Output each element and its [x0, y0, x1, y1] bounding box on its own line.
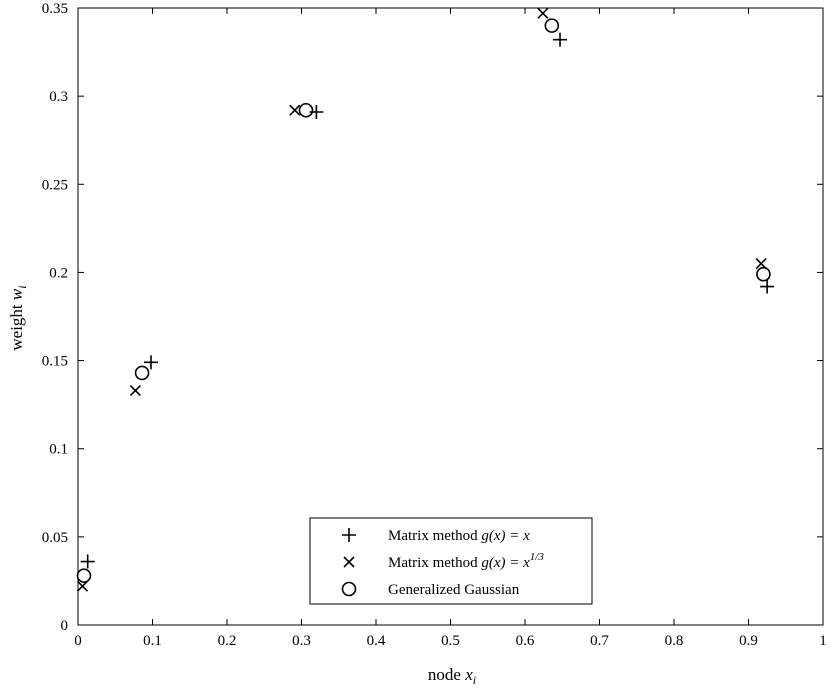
- x-axis-label-sub: i: [473, 673, 476, 687]
- legend-label: Generalized Gaussian: [388, 582, 520, 598]
- y-tick-label: 0: [61, 618, 69, 634]
- x-axis-label-text: node: [428, 665, 461, 684]
- y-tick-label: 0.1: [49, 442, 68, 458]
- x-tick-label: 0.5: [441, 633, 460, 649]
- y-axis-label: weight wi: [7, 285, 29, 350]
- ticks: 0 0.1 0.2 0.3 0.4 0.5 0.6 0.7 0.8 0.9 1 0 0.05 0.1 0.1…: [42, 1, 827, 649]
- x-tick-label: 0.6: [516, 633, 535, 649]
- legend-label-function: g(x) = x: [481, 528, 530, 544]
- y-tick-label: 0.2: [49, 265, 68, 281]
- x-marker: [129, 384, 141, 397]
- circle-marker: [756, 266, 771, 282]
- circle-marker: [134, 365, 150, 381]
- legend-box: [309, 517, 593, 605]
- x-axis-label: node xi: [428, 665, 476, 687]
- y-tick-label: 0.15: [42, 354, 68, 370]
- y-tick-label: 0.25: [42, 177, 68, 193]
- x-tick-label: 1: [819, 633, 827, 649]
- plus-marker: [144, 355, 159, 370]
- x-tick-label: 0.3: [292, 633, 311, 649]
- x-axis-label-var: x: [464, 665, 473, 684]
- y-axis-label-text: weight: [7, 304, 26, 351]
- legend-x-marker: [343, 556, 355, 568]
- x-tick-label: 0.4: [367, 633, 386, 649]
- legend-label-prefix: Generalized Gaussian: [388, 582, 520, 598]
- x-tick-label: 0.8: [665, 633, 684, 649]
- legend-circle-marker: [341, 581, 357, 597]
- x-marker: [76, 580, 89, 592]
- x-tick-label: 0: [74, 633, 82, 649]
- legend-label: Matrix method g(x) = x1/3: [388, 551, 544, 571]
- legend-label: Matrix method g(x) = x: [388, 528, 530, 544]
- y-tick-label: 0.35: [42, 1, 68, 17]
- circle-marker: [76, 568, 92, 583]
- x-marker: [755, 258, 767, 270]
- y-axis-label-sub: i: [15, 285, 29, 288]
- legend-label-superscript: 1/3: [530, 551, 545, 563]
- legend-label-prefix: Matrix method: [388, 528, 481, 544]
- x-tick-label: 0.2: [218, 633, 237, 649]
- legend-label-prefix: Matrix method: [388, 555, 481, 571]
- x-tick-label: 0.9: [739, 633, 758, 649]
- plus-marker: [553, 32, 568, 47]
- y-axis-label-var: w: [7, 288, 26, 300]
- legend-plus-marker: [342, 528, 356, 542]
- x-marker: [289, 104, 301, 116]
- legend-label-function: g(x) = x: [481, 555, 530, 571]
- x-marker: [537, 7, 549, 19]
- x-tick-label: 0.7: [590, 633, 609, 649]
- data-marks: [76, 7, 775, 592]
- plus-marker: [760, 279, 775, 294]
- y-tick-label: 0.3: [49, 89, 68, 105]
- plus-marker: [80, 554, 95, 569]
- circle-marker: [544, 18, 560, 33]
- x-tick-label: 0.1: [143, 633, 162, 649]
- circle-marker: [298, 102, 314, 118]
- y-tick-label: 0.05: [42, 530, 68, 546]
